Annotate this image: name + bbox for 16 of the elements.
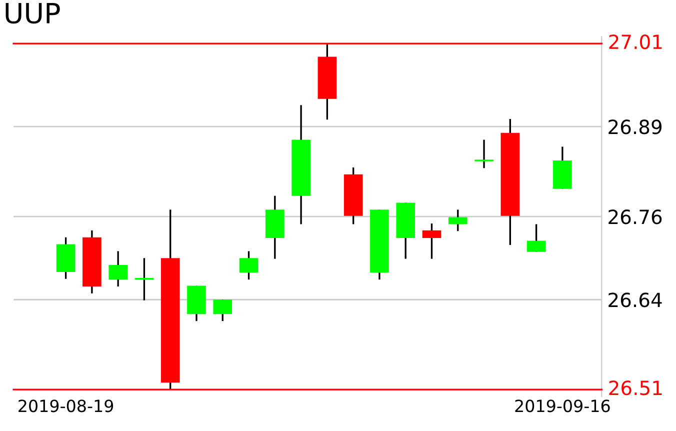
chart-title: UUP	[6, 3, 60, 24]
candlestick	[239, 250, 258, 280]
y-tick-label: 26.64	[608, 292, 662, 308]
y-tick-label: 26.76	[608, 210, 662, 224]
candlestick	[448, 208, 468, 232]
ref-line-label: 26.51	[609, 380, 662, 396]
y-tick-label: 26.89	[608, 120, 662, 134]
x-tick-label: 2019-09-16	[515, 400, 610, 412]
candlestick	[213, 298, 232, 322]
x-tick-label: 2019-08-19	[18, 400, 114, 412]
candlestick	[526, 223, 546, 253]
candlestick	[422, 222, 442, 260]
candlestick	[474, 138, 494, 169]
ref-line-label: 27.01	[609, 34, 662, 50]
candlestick	[134, 257, 154, 302]
candlestick	[108, 250, 128, 288]
